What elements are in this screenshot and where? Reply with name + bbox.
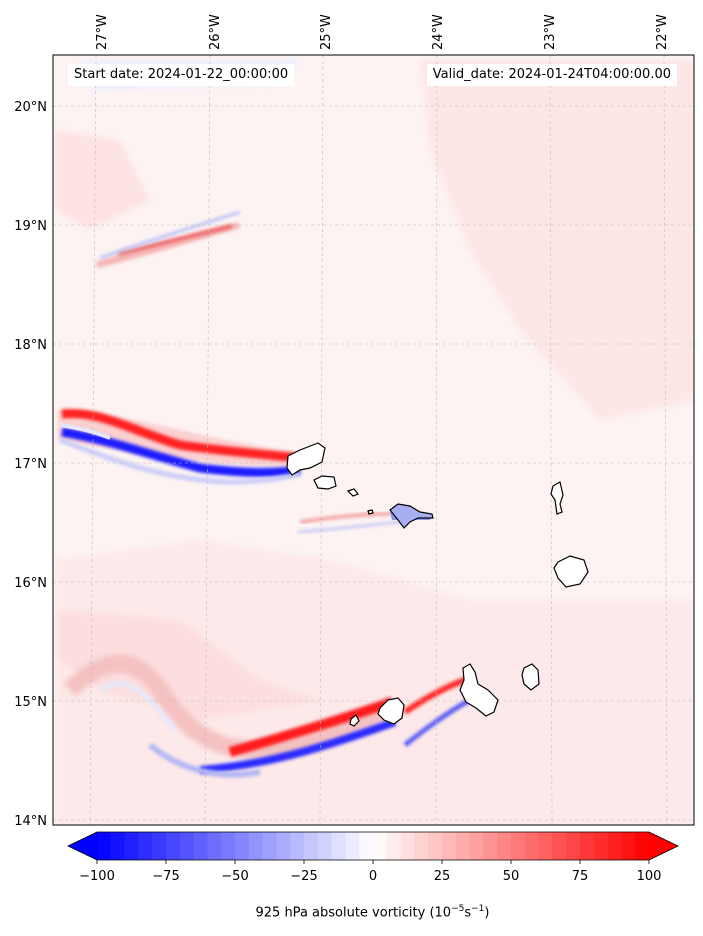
valid-date-label: Valid_date: 2024-01-24T04:00:00.00 bbox=[426, 64, 677, 86]
colorbar-segment bbox=[552, 832, 567, 860]
colorbar-tick-label: 50 bbox=[503, 869, 520, 884]
colorbar: −100 −75 −50 −25 0 25 50 75 100 bbox=[67, 831, 679, 884]
colorbar-tick-label: −75 bbox=[152, 869, 179, 884]
lat-tick-label: 15°N bbox=[14, 695, 47, 710]
colorbar-extend-max bbox=[649, 832, 678, 860]
colorbar-segment bbox=[580, 832, 595, 860]
colorbar-segment bbox=[193, 832, 208, 860]
colorbar-segment bbox=[538, 832, 553, 860]
colorbar-segment bbox=[345, 832, 360, 860]
colorbar-segment bbox=[373, 832, 388, 860]
coastlines bbox=[286, 442, 589, 727]
colorbar-segment bbox=[386, 832, 402, 860]
lon-tick-label: 27°W bbox=[95, 14, 110, 50]
island-maio bbox=[521, 663, 540, 691]
lon-tick-label: 23°W bbox=[543, 14, 558, 50]
island-fogo bbox=[377, 697, 405, 725]
colorbar-segment bbox=[138, 832, 153, 860]
colorbar-segment bbox=[511, 832, 526, 860]
colorbar-segment bbox=[593, 832, 609, 860]
colorbar-segment bbox=[304, 832, 319, 860]
colorbar-segment bbox=[179, 832, 195, 860]
colorbar-tick-label: 75 bbox=[572, 869, 589, 884]
island-santiago bbox=[459, 663, 499, 717]
colorbar-segment bbox=[221, 832, 236, 860]
colorbar-segment bbox=[166, 832, 181, 860]
colorbar-segment bbox=[248, 832, 264, 860]
colorbar-tick-label: 100 bbox=[637, 869, 662, 884]
colorbar-segment bbox=[110, 832, 126, 860]
colorbar-extend-min bbox=[68, 832, 97, 860]
colorbar-segment bbox=[455, 832, 471, 860]
colorbar-segment bbox=[566, 832, 581, 860]
lat-tick-label: 14°N bbox=[14, 814, 47, 829]
lon-tick-label: 25°W bbox=[319, 14, 334, 50]
island-sao-nicolau bbox=[389, 503, 434, 529]
island-santa-luzia bbox=[346, 488, 359, 497]
colorbar-segment bbox=[262, 832, 277, 860]
colorbar-segment bbox=[235, 832, 250, 860]
colorbar-label-prefix: 925 hPa absolute vorticity (10 bbox=[255, 905, 452, 921]
colorbar-label-exponent-1: −5 bbox=[451, 904, 465, 914]
colorbar-label-exponent-2: −1 bbox=[471, 904, 485, 914]
lat-tick-label: 19°N bbox=[14, 219, 47, 234]
colorbar-segment bbox=[524, 832, 540, 860]
colorbar-segment bbox=[207, 832, 222, 860]
colorbar-segment bbox=[124, 832, 139, 860]
island-santo-antao bbox=[286, 442, 326, 476]
island-branco bbox=[367, 509, 374, 515]
colorbar-tick-label: −50 bbox=[221, 869, 248, 884]
colorbar-label-suffix: ) bbox=[484, 905, 490, 921]
colorbar-segments bbox=[97, 832, 650, 860]
lat-tick-label: 16°N bbox=[14, 576, 47, 591]
colorbar-segment bbox=[317, 832, 333, 860]
colorbar-segment bbox=[469, 832, 484, 860]
colorbar-segment bbox=[607, 832, 622, 860]
colorbar-segment bbox=[400, 832, 415, 860]
colorbar-label: 925 hPa absolute vorticity (10−5s−1) bbox=[0, 904, 703, 920]
vorticity-field bbox=[55, 60, 694, 825]
colorbar-segment bbox=[483, 832, 498, 860]
island-sal bbox=[550, 481, 564, 515]
colorbar-ticks: −100 −75 −50 −25 0 25 50 75 100 bbox=[79, 860, 661, 884]
colorbar-tick-label: −100 bbox=[79, 869, 115, 884]
colorbar-segment bbox=[290, 832, 305, 860]
lat-tick-label: 17°N bbox=[14, 457, 47, 472]
colorbar-label-unit: s bbox=[464, 905, 472, 921]
colorbar-segment bbox=[97, 832, 112, 860]
lat-tick-label: 18°N bbox=[14, 338, 47, 353]
map-frame bbox=[52, 54, 695, 826]
colorbar-segment bbox=[331, 832, 346, 860]
lon-tick-label: 24°W bbox=[431, 14, 446, 50]
longitude-labels: 27°W 26°W 25°W 24°W 23°W 22°W bbox=[95, 14, 670, 50]
lat-tick-label: 20°N bbox=[14, 100, 47, 115]
lon-tick-label: 26°W bbox=[208, 14, 223, 50]
island-boa-vista bbox=[553, 555, 589, 588]
latitude-labels: 20°N 19°N 18°N 17°N 16°N 15°N 14°N bbox=[14, 100, 47, 829]
island-brava bbox=[349, 714, 360, 727]
colorbar-segment bbox=[152, 832, 167, 860]
start-date-label: Start date: 2024-01-22_00:00:00 bbox=[68, 64, 295, 86]
colorbar-segment bbox=[442, 832, 457, 860]
colorbar-segment bbox=[497, 832, 512, 860]
colorbar-tick-label: 25 bbox=[434, 869, 451, 884]
colorbar-segment bbox=[428, 832, 443, 860]
colorbar-tick-label: 0 bbox=[369, 869, 377, 884]
lon-tick-label: 22°W bbox=[655, 14, 670, 50]
colorbar-segment bbox=[635, 832, 650, 860]
colorbar-segment bbox=[621, 832, 636, 860]
colorbar-tick-label: −25 bbox=[290, 869, 317, 884]
island-sao-vicente bbox=[313, 475, 337, 490]
colorbar-segment bbox=[276, 832, 291, 860]
colorbar-segment bbox=[414, 832, 429, 860]
colorbar-segment bbox=[359, 832, 374, 860]
map-gridlines bbox=[53, 54, 694, 826]
